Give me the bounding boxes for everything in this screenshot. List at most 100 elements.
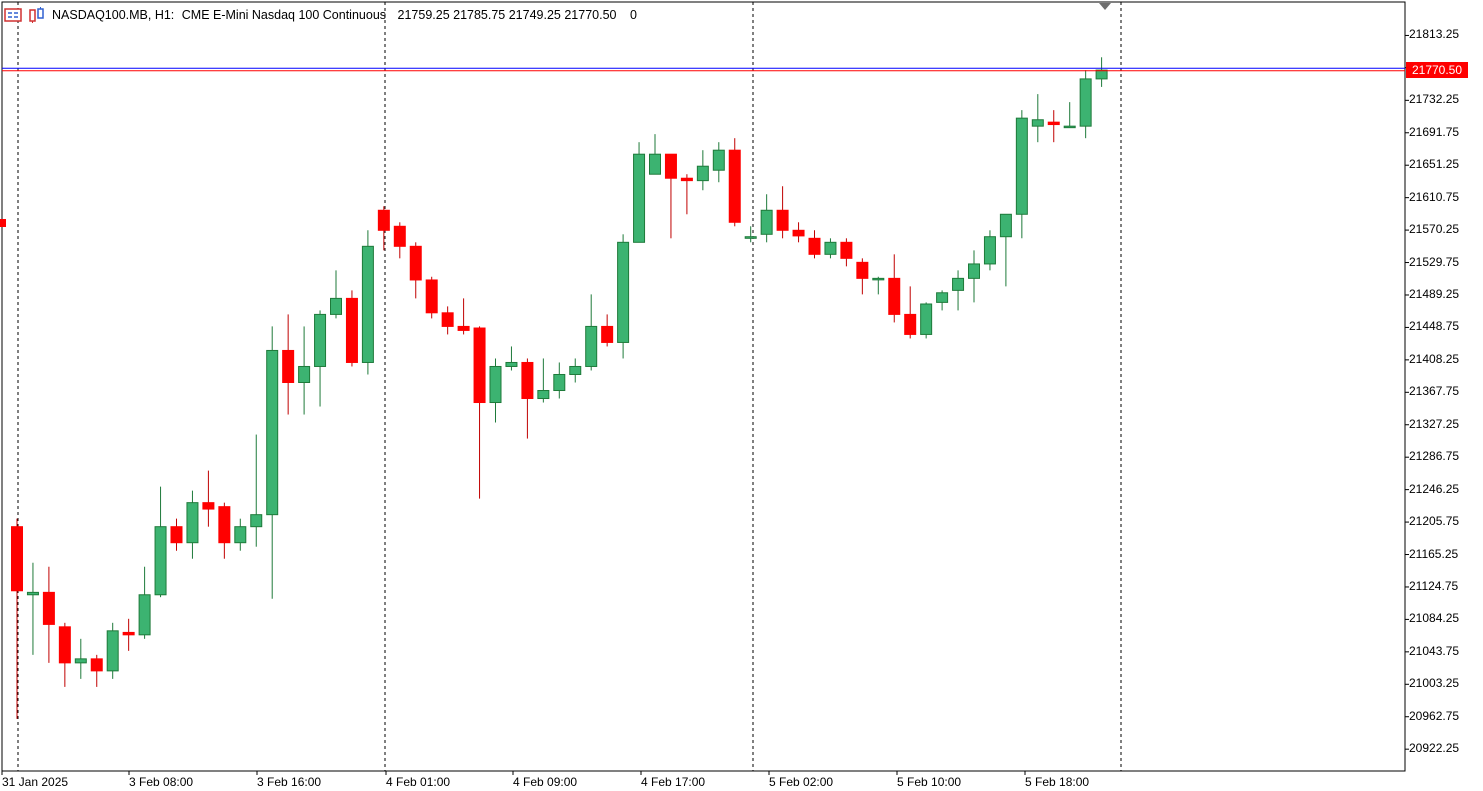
- price-axis-label: 21651.25: [1409, 157, 1460, 172]
- price-lines: [2, 67, 1405, 72]
- price-axis-label: 20922.25: [1409, 741, 1460, 756]
- price-axis-label: 21570.25: [1409, 222, 1460, 237]
- time-axis-label: 5 Feb 10:00: [897, 775, 962, 789]
- candle-body: [712, 149, 725, 171]
- candle: [728, 138, 741, 227]
- candle-body: [186, 502, 199, 544]
- candle-body: [968, 263, 980, 279]
- candle: [473, 326, 486, 499]
- price-axis-label: 21327.25: [1409, 416, 1460, 431]
- price-axis-label: 21246.25: [1409, 481, 1460, 496]
- candle: [680, 174, 693, 215]
- candle: [457, 298, 470, 335]
- candle: [58, 622, 71, 687]
- candle-body: [154, 526, 167, 596]
- candle-body: [936, 292, 949, 303]
- candle: [1031, 94, 1044, 143]
- candle-body: [680, 177, 693, 182]
- candle-body: [856, 261, 869, 279]
- price-axis-label: 21165.25: [1409, 546, 1459, 561]
- plot-border: [1, 1, 1406, 772]
- candle-body: [345, 297, 358, 363]
- time-axis-label: 4 Feb 17:00: [641, 775, 706, 789]
- volume-value: 0: [629, 8, 637, 22]
- candle-body: [122, 631, 135, 636]
- candle-body: [553, 373, 566, 392]
- quick-trade-icon[interactable]: [4, 7, 22, 23]
- candle-body: [250, 514, 263, 528]
- candle-body: [728, 149, 741, 223]
- candle: [106, 622, 119, 679]
- candle: [712, 142, 725, 183]
- candle: [872, 276, 885, 295]
- candle: [521, 358, 534, 439]
- candle: [282, 314, 295, 415]
- candle: [266, 326, 279, 599]
- candle-body: [489, 365, 502, 404]
- candle-body: [457, 325, 470, 331]
- price-axis-label: 21610.75: [1409, 189, 1460, 204]
- price-axis-label: 21084.25: [1409, 611, 1460, 626]
- candle-body: [888, 277, 901, 315]
- candle: [1079, 70, 1092, 139]
- candle-body: [601, 325, 614, 343]
- candle: [999, 213, 1012, 287]
- candle: [553, 362, 566, 399]
- candle: [1095, 57, 1108, 87]
- candle: [42, 566, 55, 663]
- candle-body: [1063, 125, 1076, 129]
- candle-body: [537, 390, 550, 400]
- candle-body: [90, 658, 103, 672]
- candles-layer: [11, 57, 1108, 719]
- time-axis-label: 4 Feb 01:00: [386, 775, 451, 789]
- candle: [393, 222, 406, 259]
- candle-body: [42, 591, 55, 625]
- candle-body: [585, 325, 598, 367]
- candle-body: [696, 165, 709, 182]
- candle: [218, 502, 231, 559]
- candle-body: [441, 312, 454, 327]
- candle-body: [617, 241, 630, 343]
- candle: [840, 238, 853, 267]
- price-axis-label: 21691.75: [1409, 124, 1460, 139]
- candle-body: [999, 213, 1012, 238]
- price-axis-label: 21489.25: [1409, 286, 1460, 301]
- candle: [1047, 110, 1060, 143]
- symbol-description: CME E-Mini Nasdaq 100 Continuous: [181, 8, 387, 22]
- candle-body: [1079, 78, 1092, 127]
- price-axis-label: 21448.75: [1409, 319, 1460, 334]
- candle-body: [26, 591, 39, 596]
- candle-body: [776, 209, 789, 231]
- candle-body: [138, 594, 151, 636]
- price-axis-label: 21043.75: [1409, 643, 1460, 658]
- time-axis-label: 4 Feb 09:00: [513, 775, 578, 789]
- candle: [633, 142, 646, 243]
- candle: [234, 518, 247, 551]
- candle: [361, 230, 374, 375]
- price-axis-label: 21367.75: [1409, 384, 1460, 399]
- candle: [138, 566, 151, 639]
- time-axis-label: 3 Feb 08:00: [129, 775, 194, 789]
- chart-frame: [1, 1, 1409, 775]
- candle: [154, 486, 167, 598]
- candle: [936, 290, 949, 311]
- chart-shift-marker[interactable]: [1099, 3, 1111, 10]
- candle: [585, 294, 598, 371]
- time-axis-label: 31 Jan 2025: [2, 775, 69, 789]
- candle: [649, 134, 661, 175]
- price-axis-label: 21124.75: [1409, 578, 1459, 593]
- candle-body: [792, 229, 805, 237]
- candle: [377, 206, 390, 251]
- candle: [888, 254, 901, 323]
- symbol-info: NASDAQ100.MB, H1: CME E-Mini Nasdaq 100 …: [52, 8, 641, 22]
- chart-type-icon[interactable]: [28, 7, 46, 23]
- candle: [601, 314, 614, 347]
- candle-body: [664, 153, 677, 179]
- candle: [74, 638, 87, 679]
- candle-body: [377, 209, 390, 231]
- candle: [1015, 110, 1028, 239]
- candle: [760, 194, 773, 243]
- time-axis-label: 5 Feb 02:00: [769, 775, 834, 789]
